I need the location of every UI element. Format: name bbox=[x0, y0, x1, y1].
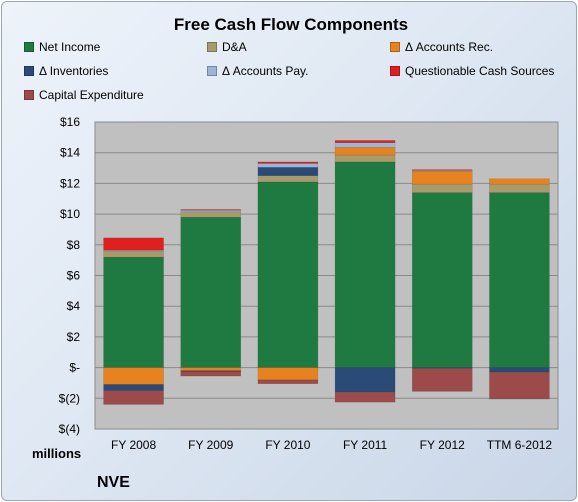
y-tick-label: $(4) bbox=[59, 422, 80, 436]
bar-segment bbox=[180, 371, 241, 377]
bar-segment bbox=[257, 161, 319, 164]
bar-segment bbox=[412, 192, 473, 368]
legend-item: D&A bbox=[207, 40, 247, 54]
bar-segment bbox=[334, 161, 396, 368]
bar-segment bbox=[334, 140, 396, 143]
x-tick-label: FY 2012 bbox=[420, 438, 465, 452]
x-tick-label: FY 2008 bbox=[111, 438, 156, 452]
legend-swatch bbox=[24, 66, 34, 76]
legend-item: Δ Accounts Pay. bbox=[207, 64, 309, 78]
bar-segment bbox=[412, 183, 473, 193]
legend-swatch bbox=[24, 42, 34, 52]
bar-segment bbox=[334, 367, 396, 393]
bar-segment bbox=[103, 250, 164, 258]
bar-segment bbox=[257, 167, 319, 176]
bar-segment bbox=[180, 216, 241, 368]
legend-swatch bbox=[390, 66, 400, 76]
company-label: NVE bbox=[97, 474, 130, 491]
x-tick-label: FY 2009 bbox=[188, 438, 233, 452]
bar-segment bbox=[257, 163, 319, 168]
legend-swatch bbox=[207, 66, 217, 76]
bar-segment bbox=[412, 368, 473, 392]
legend-item: Net Income bbox=[24, 40, 100, 54]
y-tick-label: $14 bbox=[60, 146, 80, 160]
legend-item: Δ Inventories bbox=[24, 64, 108, 78]
legend-item: Capital Expenditure bbox=[24, 88, 144, 102]
bar-segment bbox=[180, 211, 241, 218]
y-tick-label: $12 bbox=[60, 176, 80, 190]
bar-segment bbox=[103, 256, 164, 368]
y-tick-label: $8 bbox=[67, 238, 81, 252]
legend-label: Capital Expenditure bbox=[39, 88, 144, 102]
legend-swatch bbox=[390, 42, 400, 52]
units-label: millions bbox=[32, 446, 82, 461]
legend-swatch bbox=[24, 90, 34, 100]
bar-segment bbox=[103, 384, 164, 391]
legend-label: Net Income bbox=[39, 40, 101, 54]
legend-label: Questionable Cash Sources bbox=[405, 64, 555, 78]
bar-segment bbox=[489, 192, 550, 368]
bar-segment bbox=[257, 175, 319, 183]
y-tick-label: $10 bbox=[60, 207, 80, 221]
bar-segment bbox=[334, 147, 396, 156]
y-tick-label: $- bbox=[69, 361, 80, 375]
legend-item: Questionable Cash Sources bbox=[390, 64, 554, 78]
x-tick-label: FY 2011 bbox=[343, 438, 388, 452]
legend-label: Δ Inventories bbox=[39, 64, 109, 78]
bar-segment bbox=[489, 178, 550, 185]
x-tick-label: TTM 6-2012 bbox=[487, 438, 553, 452]
y-tick-label: $4 bbox=[67, 299, 81, 313]
bar-segment bbox=[412, 169, 473, 171]
bar-segment bbox=[334, 142, 396, 148]
legend-swatch bbox=[207, 42, 217, 52]
legend-label: D&A bbox=[222, 40, 247, 54]
bar-segment bbox=[103, 237, 164, 251]
chart-title: Free Cash Flow Components bbox=[173, 15, 409, 34]
y-tick-label: $2 bbox=[67, 330, 81, 344]
y-tick-label: $16 bbox=[60, 115, 80, 129]
bar-segment bbox=[334, 154, 396, 163]
bar-segment bbox=[103, 390, 164, 405]
x-tick-label: FY 2010 bbox=[265, 438, 310, 452]
legend-label: Δ Accounts Rec. bbox=[405, 40, 494, 54]
legend-label: Δ Accounts Pay. bbox=[222, 64, 309, 78]
bar-segment bbox=[257, 367, 319, 381]
bar-segment bbox=[180, 367, 241, 371]
bar-segment bbox=[257, 181, 319, 368]
bar-segment bbox=[489, 367, 550, 373]
bar-segment bbox=[103, 367, 164, 385]
y-tick-label: $(2) bbox=[59, 391, 80, 405]
bar-segment bbox=[334, 391, 396, 403]
bar-segment bbox=[257, 379, 319, 384]
legend-item: Δ Accounts Rec. bbox=[390, 40, 493, 54]
bar-segment bbox=[412, 170, 473, 185]
y-tick-label: $6 bbox=[67, 269, 81, 283]
bar-segment bbox=[489, 183, 550, 193]
bar-segment bbox=[180, 209, 241, 211]
bar-segment bbox=[489, 371, 550, 400]
